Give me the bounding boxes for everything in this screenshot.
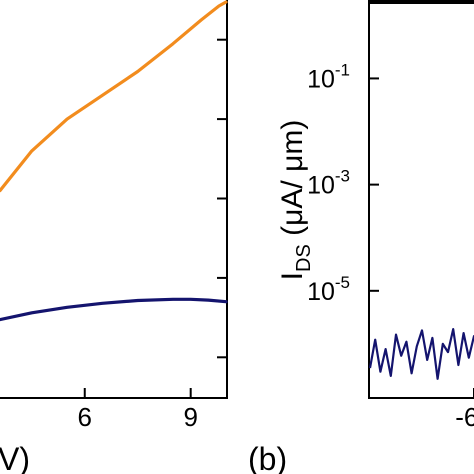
right-y-tick-labels: 10-110-310-5 — [307, 60, 350, 305]
left-plot-frame — [0, 0, 228, 399]
right-y-tick-label: 10-5 — [307, 273, 350, 306]
left-x-axis-label-fragment: V) — [0, 441, 30, 474]
left-x-tick-label: 9 — [183, 402, 197, 432]
left-ticks — [83, 38, 226, 397]
right-plot-frame — [368, 0, 474, 399]
right-x-tick-labels: -60 — [455, 402, 474, 432]
right-y-axis-label: IDS (μA/ μm) — [276, 120, 315, 281]
tick-exponent: -5 — [335, 273, 350, 292]
right-top-bar — [369, 0, 474, 4]
right-y-tick-label: 10-3 — [307, 167, 350, 200]
y-axis-label-subscript: DS — [293, 244, 315, 272]
right-y-tick-label: 10-1 — [307, 60, 350, 93]
right-panel: (b) IDS (μA/ μm) 10-110-310-5 -60 — [248, 0, 474, 474]
tick-exponent: -3 — [335, 167, 350, 186]
panel-label-b: (b) — [248, 441, 287, 474]
left-series-group — [0, 0, 228, 322]
right-ticks — [370, 77, 474, 397]
left-x-tick-label: 6 — [78, 402, 92, 432]
right-x-tick-label: -60 — [455, 402, 474, 432]
tick-base: 10 — [307, 278, 335, 306]
tick-base: 10 — [307, 172, 335, 200]
tick-base: 10 — [307, 65, 335, 93]
y-axis-label-unit: (μA/ μm) — [276, 120, 309, 245]
y-axis-label-main: I — [276, 272, 309, 280]
right-series-group — [368, 328, 474, 380]
left-series-line-1 — [0, 0, 228, 193]
tick-exponent: -1 — [335, 60, 350, 79]
left-series-line-2 — [0, 297, 228, 322]
right-series-line-1 — [368, 328, 474, 380]
